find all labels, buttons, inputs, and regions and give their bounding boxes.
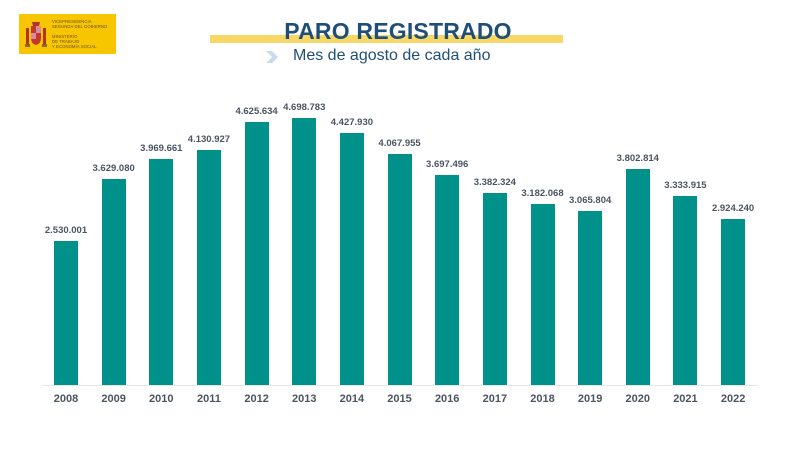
bar-2017 <box>482 193 507 385</box>
chevron-right-icon <box>266 51 278 63</box>
logo-text-line2: SEGUNDA DEL GOBIERNO <box>52 24 108 29</box>
bar-2013 <box>292 118 317 385</box>
bar-2010 <box>149 159 174 385</box>
bar-2009 <box>101 179 126 385</box>
x-tick-label-2010: 2010 <box>149 393 174 405</box>
value-label-2014: 4.427.930 <box>330 117 374 128</box>
bar-2008 <box>54 241 78 385</box>
chart-subtitle: Mes de agosto de cada año <box>293 47 491 64</box>
bar-2011 <box>196 150 221 385</box>
x-tick-label-2020: 2020 <box>625 393 651 405</box>
title-accent-bar <box>210 35 563 43</box>
x-tick-label-2021: 2021 <box>673 393 698 405</box>
bar-2015 <box>387 154 412 385</box>
x-axis-line <box>42 385 758 386</box>
bar-2021 <box>673 196 698 385</box>
x-tick-label-2013: 2013 <box>292 393 317 405</box>
x-tick-label-2016: 2016 <box>434 393 460 405</box>
value-label-2022: 2.924.240 <box>711 203 755 214</box>
bar-2022 <box>721 219 746 385</box>
ministry-logo: VICEPRESIDENCIA SEGUNDA DEL GOBIERNO MINI… <box>19 14 116 54</box>
x-tick-label-2018: 2018 <box>530 393 555 405</box>
page-title: PARO REGISTRADO <box>284 18 512 44</box>
x-tick-label-2022: 2022 <box>720 393 746 405</box>
logo-text-line3: MINISTERIO <box>52 34 78 39</box>
value-label-2010: 3.969.661 <box>140 143 183 154</box>
logo-text-line1: VICEPRESIDENCIA <box>52 19 92 24</box>
x-tick-label-2012: 2012 <box>244 393 269 405</box>
value-label-2021: 3.333.915 <box>664 180 707 191</box>
logo-text-line5: Y ECONOMÍA SOCIAL <box>52 44 97 49</box>
spanish-coat-of-arms-icon <box>25 22 47 47</box>
x-tick-label-2017: 2017 <box>482 393 508 405</box>
x-tick-label-2009: 2009 <box>101 393 126 405</box>
value-label-2016: 3.697.496 <box>426 159 469 170</box>
bar-2012 <box>244 122 269 385</box>
value-label-2019: 3.065.804 <box>569 195 612 206</box>
value-label-2009: 3.629.080 <box>92 163 135 174</box>
bar-2019 <box>578 211 603 385</box>
value-label-2008: 2.530.001 <box>44 225 88 236</box>
x-tick-label-2011: 2011 <box>197 393 221 405</box>
x-tick-label-2015: 2015 <box>387 393 412 405</box>
x-tick-label-2014: 2014 <box>339 393 365 405</box>
value-label-2013: 4.698.783 <box>283 102 326 113</box>
value-label-2020: 3.802.814 <box>616 153 659 164</box>
value-label-2017: 3.382.324 <box>473 177 516 188</box>
bar-2020 <box>625 169 650 385</box>
value-label-2012: 4.625.634 <box>235 106 278 117</box>
x-tick-label-2008: 2008 <box>53 393 79 405</box>
value-label-2018: 3.182.068 <box>521 188 564 199</box>
value-label-2015: 4.067.955 <box>378 138 421 149</box>
x-tick-label-2019: 2019 <box>577 393 603 405</box>
logo-text-line4: DE TRABAJO <box>52 39 80 44</box>
bar-2018 <box>530 204 555 385</box>
bar-2016 <box>435 175 460 385</box>
value-label-2011: 4.130.927 <box>187 134 231 145</box>
bar-2014 <box>339 133 364 385</box>
